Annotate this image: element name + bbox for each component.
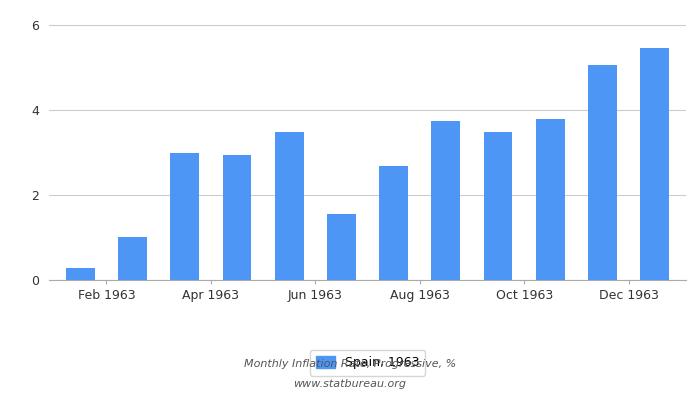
Bar	[640, 48, 669, 280]
Bar	[484, 132, 512, 280]
Legend: Spain, 1963: Spain, 1963	[309, 350, 426, 376]
Bar	[118, 237, 147, 280]
Bar	[431, 121, 460, 280]
Bar	[327, 214, 356, 280]
Bar	[275, 132, 304, 280]
Text: Monthly Inflation Rate, Progressive, %: Monthly Inflation Rate, Progressive, %	[244, 359, 456, 369]
Bar	[170, 153, 199, 280]
Bar	[588, 65, 617, 280]
Bar	[223, 155, 251, 280]
Text: www.statbureau.org: www.statbureau.org	[293, 379, 407, 389]
Bar	[379, 166, 408, 280]
Bar	[536, 119, 565, 280]
Bar	[66, 268, 94, 280]
